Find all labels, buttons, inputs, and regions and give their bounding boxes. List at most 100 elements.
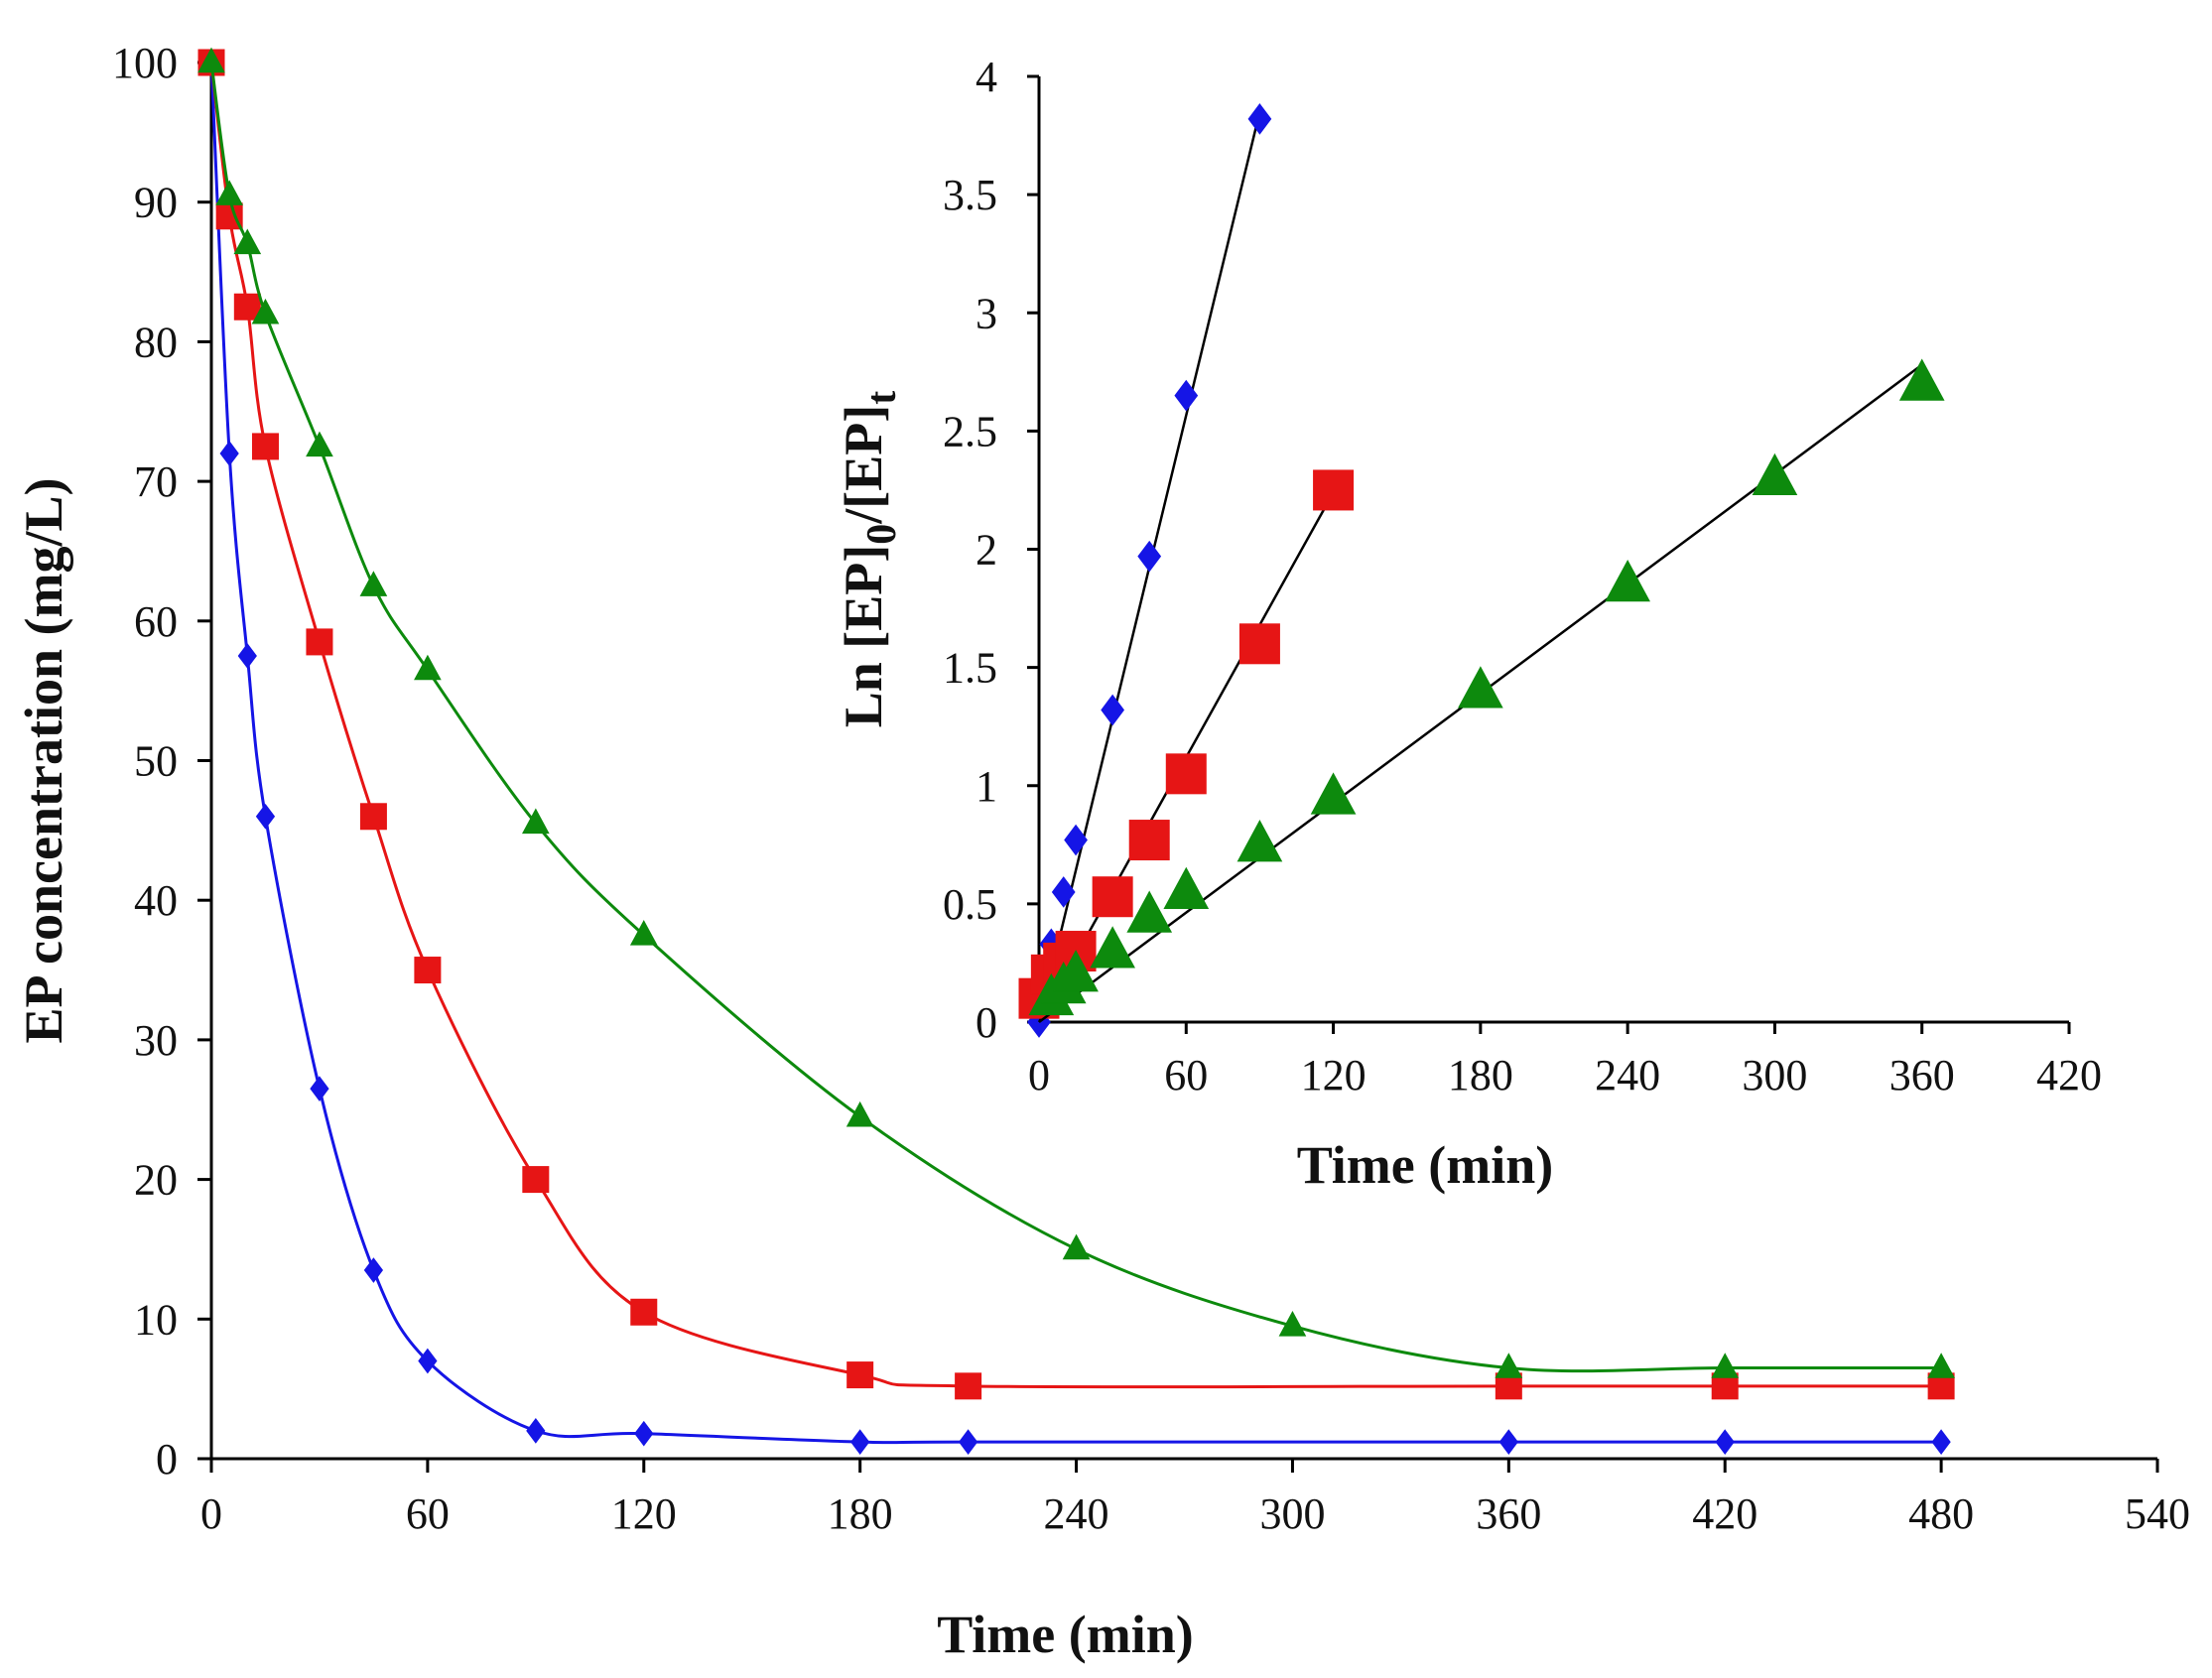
inset-data-point bbox=[1092, 876, 1133, 918]
main-x-axis-title: Time (min) bbox=[937, 1605, 1193, 1664]
main-data-point bbox=[522, 1166, 550, 1194]
main-data-point bbox=[1711, 1353, 1740, 1378]
main-x-tick-label: 360 bbox=[1476, 1489, 1541, 1538]
main-data-point bbox=[306, 628, 333, 656]
inset-y-axis-title-part: 0 bbox=[859, 524, 905, 545]
main-data-point bbox=[1715, 1429, 1735, 1455]
inset-x-tick-label: 300 bbox=[1742, 1051, 1807, 1099]
main-data-point bbox=[418, 1348, 438, 1374]
inset-data-point bbox=[1313, 469, 1355, 511]
main-data-point bbox=[1498, 1429, 1518, 1455]
main-data-point bbox=[630, 1298, 658, 1326]
main-x-tick-label: 300 bbox=[1259, 1489, 1325, 1538]
inset-y-axis-title: Ln [EP]0/[EP]t bbox=[834, 391, 905, 728]
main-data-point bbox=[310, 1076, 329, 1101]
main-data-point bbox=[1062, 1233, 1091, 1260]
inset-y-axis-title-part: Ln [EP] bbox=[834, 545, 893, 728]
inset-data-point bbox=[1128, 820, 1170, 861]
main-y-axis-title: EP concentration (mg/L) bbox=[14, 478, 73, 1044]
main-data-point bbox=[359, 571, 388, 596]
inset-x-tick-label: 420 bbox=[2036, 1051, 2102, 1099]
inset-y-tick-label: 1 bbox=[976, 762, 997, 811]
inset-data-point bbox=[1064, 824, 1088, 856]
main-data-point bbox=[850, 1429, 870, 1455]
main-data-point bbox=[215, 180, 243, 205]
main-x-tick-label: 480 bbox=[1908, 1489, 1974, 1538]
inset-data-point bbox=[1163, 866, 1210, 909]
inset-y-tick-label: 3 bbox=[976, 289, 997, 337]
main-x-tick-label: 120 bbox=[611, 1489, 677, 1538]
main-data-point bbox=[521, 808, 550, 835]
inset-x-tick-label: 180 bbox=[1448, 1051, 1513, 1099]
inset-chart: 0 60 120 180 240 300 360 420 0 0.5 1 1.5 2 2.5 3 3.5 4 Ti… bbox=[834, 53, 2102, 1195]
main-data-point bbox=[233, 228, 262, 255]
main-y-tick-label: 100 bbox=[112, 39, 178, 87]
main-data-point bbox=[233, 293, 261, 321]
inset-data-point bbox=[1310, 772, 1357, 815]
main-data-point bbox=[846, 1100, 874, 1127]
main-y-tick-label: 70 bbox=[134, 457, 178, 506]
inset-data-point bbox=[1238, 623, 1280, 665]
main-data-point bbox=[306, 431, 333, 457]
main-y-tick-label: 40 bbox=[134, 876, 178, 925]
main-data-point bbox=[255, 803, 276, 830]
inset-x-tick-label: 360 bbox=[1889, 1051, 1955, 1099]
inset-x-tick-label: 60 bbox=[1164, 1051, 1208, 1099]
main-y-tick-label: 30 bbox=[134, 1016, 178, 1065]
main-y-tick-label: 0 bbox=[156, 1435, 178, 1484]
main-data-point bbox=[629, 920, 658, 946]
main-y-tick-label: 80 bbox=[134, 318, 178, 366]
main-data-point bbox=[219, 441, 239, 466]
inset-data-point bbox=[1137, 540, 1162, 573]
main-series-2 bbox=[197, 47, 1955, 1378]
main-x-tick-label: 240 bbox=[1044, 1489, 1109, 1538]
inset-data-point bbox=[1752, 452, 1798, 496]
main-data-point bbox=[1931, 1429, 1951, 1455]
main-y-tick-label: 10 bbox=[134, 1295, 178, 1344]
main-data-point bbox=[251, 433, 279, 460]
main-y-tick-label: 20 bbox=[134, 1156, 178, 1205]
main-y-tick-label: 60 bbox=[134, 597, 178, 646]
inset-y-tick-label: 1.5 bbox=[943, 644, 997, 693]
main-y-tick-label: 50 bbox=[134, 737, 178, 786]
inset-data-point bbox=[1053, 950, 1099, 992]
inset-data-point bbox=[1165, 753, 1207, 795]
inset-x-tick-label: 0 bbox=[1028, 1051, 1050, 1099]
inset-y-tick-label: 4 bbox=[976, 53, 997, 101]
main-data-point bbox=[958, 1429, 978, 1455]
inset-x-tick-label: 240 bbox=[1595, 1051, 1660, 1099]
inset-y-tick-label: 0.5 bbox=[943, 880, 997, 929]
inset-data-point bbox=[1174, 379, 1199, 412]
inset-y-axis-title-part: /[EP] bbox=[834, 405, 893, 525]
inset-data-point bbox=[1101, 694, 1125, 726]
inset-x-tick-label: 120 bbox=[1301, 1051, 1366, 1099]
main-data-point bbox=[955, 1372, 982, 1400]
inset-y-tick-label: 2.5 bbox=[943, 407, 997, 455]
main-data-point bbox=[846, 1361, 874, 1389]
main-y-tick-label: 90 bbox=[134, 179, 178, 227]
inset-data-point bbox=[1126, 890, 1173, 933]
main-data-point bbox=[251, 298, 280, 324]
main-data-point bbox=[526, 1418, 546, 1444]
main-x-tick-label: 180 bbox=[828, 1489, 893, 1538]
main-data-point bbox=[1927, 1353, 1955, 1378]
main-x-tick-label: 420 bbox=[1692, 1489, 1757, 1538]
inset-data-point bbox=[1458, 666, 1503, 709]
main-data-point bbox=[237, 643, 257, 669]
inset-y-tick-label: 0 bbox=[976, 998, 997, 1047]
main-data-point bbox=[634, 1420, 654, 1447]
main-x-tick-label: 540 bbox=[2125, 1489, 2190, 1538]
inset-y-tick-label: 2 bbox=[976, 526, 997, 575]
inset-data-point bbox=[1051, 876, 1076, 908]
main-data-point bbox=[359, 803, 387, 831]
main-data-point bbox=[1495, 1353, 1523, 1378]
main-x-tick-label: 60 bbox=[406, 1489, 450, 1538]
main-chart: 0 60 120 180 240 300 360 420 480 5400102030405060… bbox=[14, 39, 2190, 1664]
main-series-line bbox=[209, 62, 1942, 1373]
main-data-point bbox=[363, 1257, 384, 1283]
inset-data-point bbox=[1898, 358, 1945, 401]
main-series-1 bbox=[197, 49, 1955, 1400]
main-data-point bbox=[197, 47, 225, 73]
